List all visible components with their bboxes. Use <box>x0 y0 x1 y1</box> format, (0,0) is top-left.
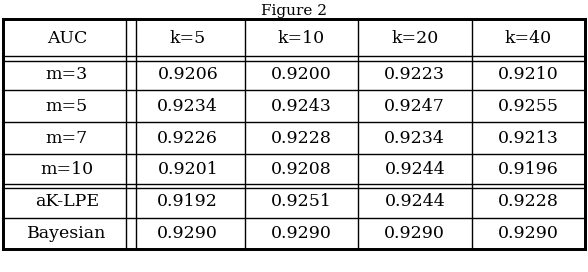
Text: 0.9208: 0.9208 <box>271 161 332 178</box>
Text: 0.9255: 0.9255 <box>498 98 559 115</box>
Text: 0.9201: 0.9201 <box>158 161 218 178</box>
Text: 0.9228: 0.9228 <box>498 193 559 210</box>
Text: 0.9196: 0.9196 <box>498 161 559 178</box>
Text: 0.9223: 0.9223 <box>385 66 445 83</box>
Text: 0.9234: 0.9234 <box>385 129 445 147</box>
Text: k=20: k=20 <box>391 30 439 47</box>
Text: m=7: m=7 <box>46 129 88 147</box>
Text: m=5: m=5 <box>46 98 88 115</box>
Text: 0.9192: 0.9192 <box>158 193 218 210</box>
Text: 0.9234: 0.9234 <box>158 98 218 115</box>
Text: k=5: k=5 <box>170 30 206 47</box>
Text: 0.9290: 0.9290 <box>271 225 332 242</box>
Text: 0.9290: 0.9290 <box>385 225 445 242</box>
Text: 0.9200: 0.9200 <box>271 66 332 83</box>
Text: k=10: k=10 <box>278 30 325 47</box>
Text: 0.9290: 0.9290 <box>498 225 559 242</box>
Text: 0.9206: 0.9206 <box>158 66 218 83</box>
Text: 0.9244: 0.9244 <box>385 193 445 210</box>
Text: 0.9243: 0.9243 <box>271 98 332 115</box>
Text: 0.9226: 0.9226 <box>158 129 218 147</box>
Text: Bayesian: Bayesian <box>27 225 106 242</box>
Text: 0.9213: 0.9213 <box>498 129 559 147</box>
Text: aK-LPE: aK-LPE <box>35 193 99 210</box>
Text: m=10: m=10 <box>41 161 93 178</box>
Text: 0.9210: 0.9210 <box>498 66 559 83</box>
Text: 0.9228: 0.9228 <box>271 129 332 147</box>
Text: 0.9251: 0.9251 <box>271 193 332 210</box>
Text: 0.9290: 0.9290 <box>158 225 218 242</box>
Text: 0.9244: 0.9244 <box>385 161 445 178</box>
Text: 0.9247: 0.9247 <box>385 98 445 115</box>
Text: AUC: AUC <box>47 30 87 47</box>
Text: k=40: k=40 <box>505 30 552 47</box>
Text: Figure 2: Figure 2 <box>261 4 327 18</box>
Text: m=3: m=3 <box>46 66 88 83</box>
